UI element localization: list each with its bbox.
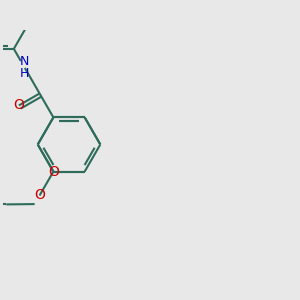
Text: N
H: N H <box>20 56 29 80</box>
Text: O: O <box>34 188 45 203</box>
Text: O: O <box>14 98 24 112</box>
Text: O: O <box>48 165 59 178</box>
